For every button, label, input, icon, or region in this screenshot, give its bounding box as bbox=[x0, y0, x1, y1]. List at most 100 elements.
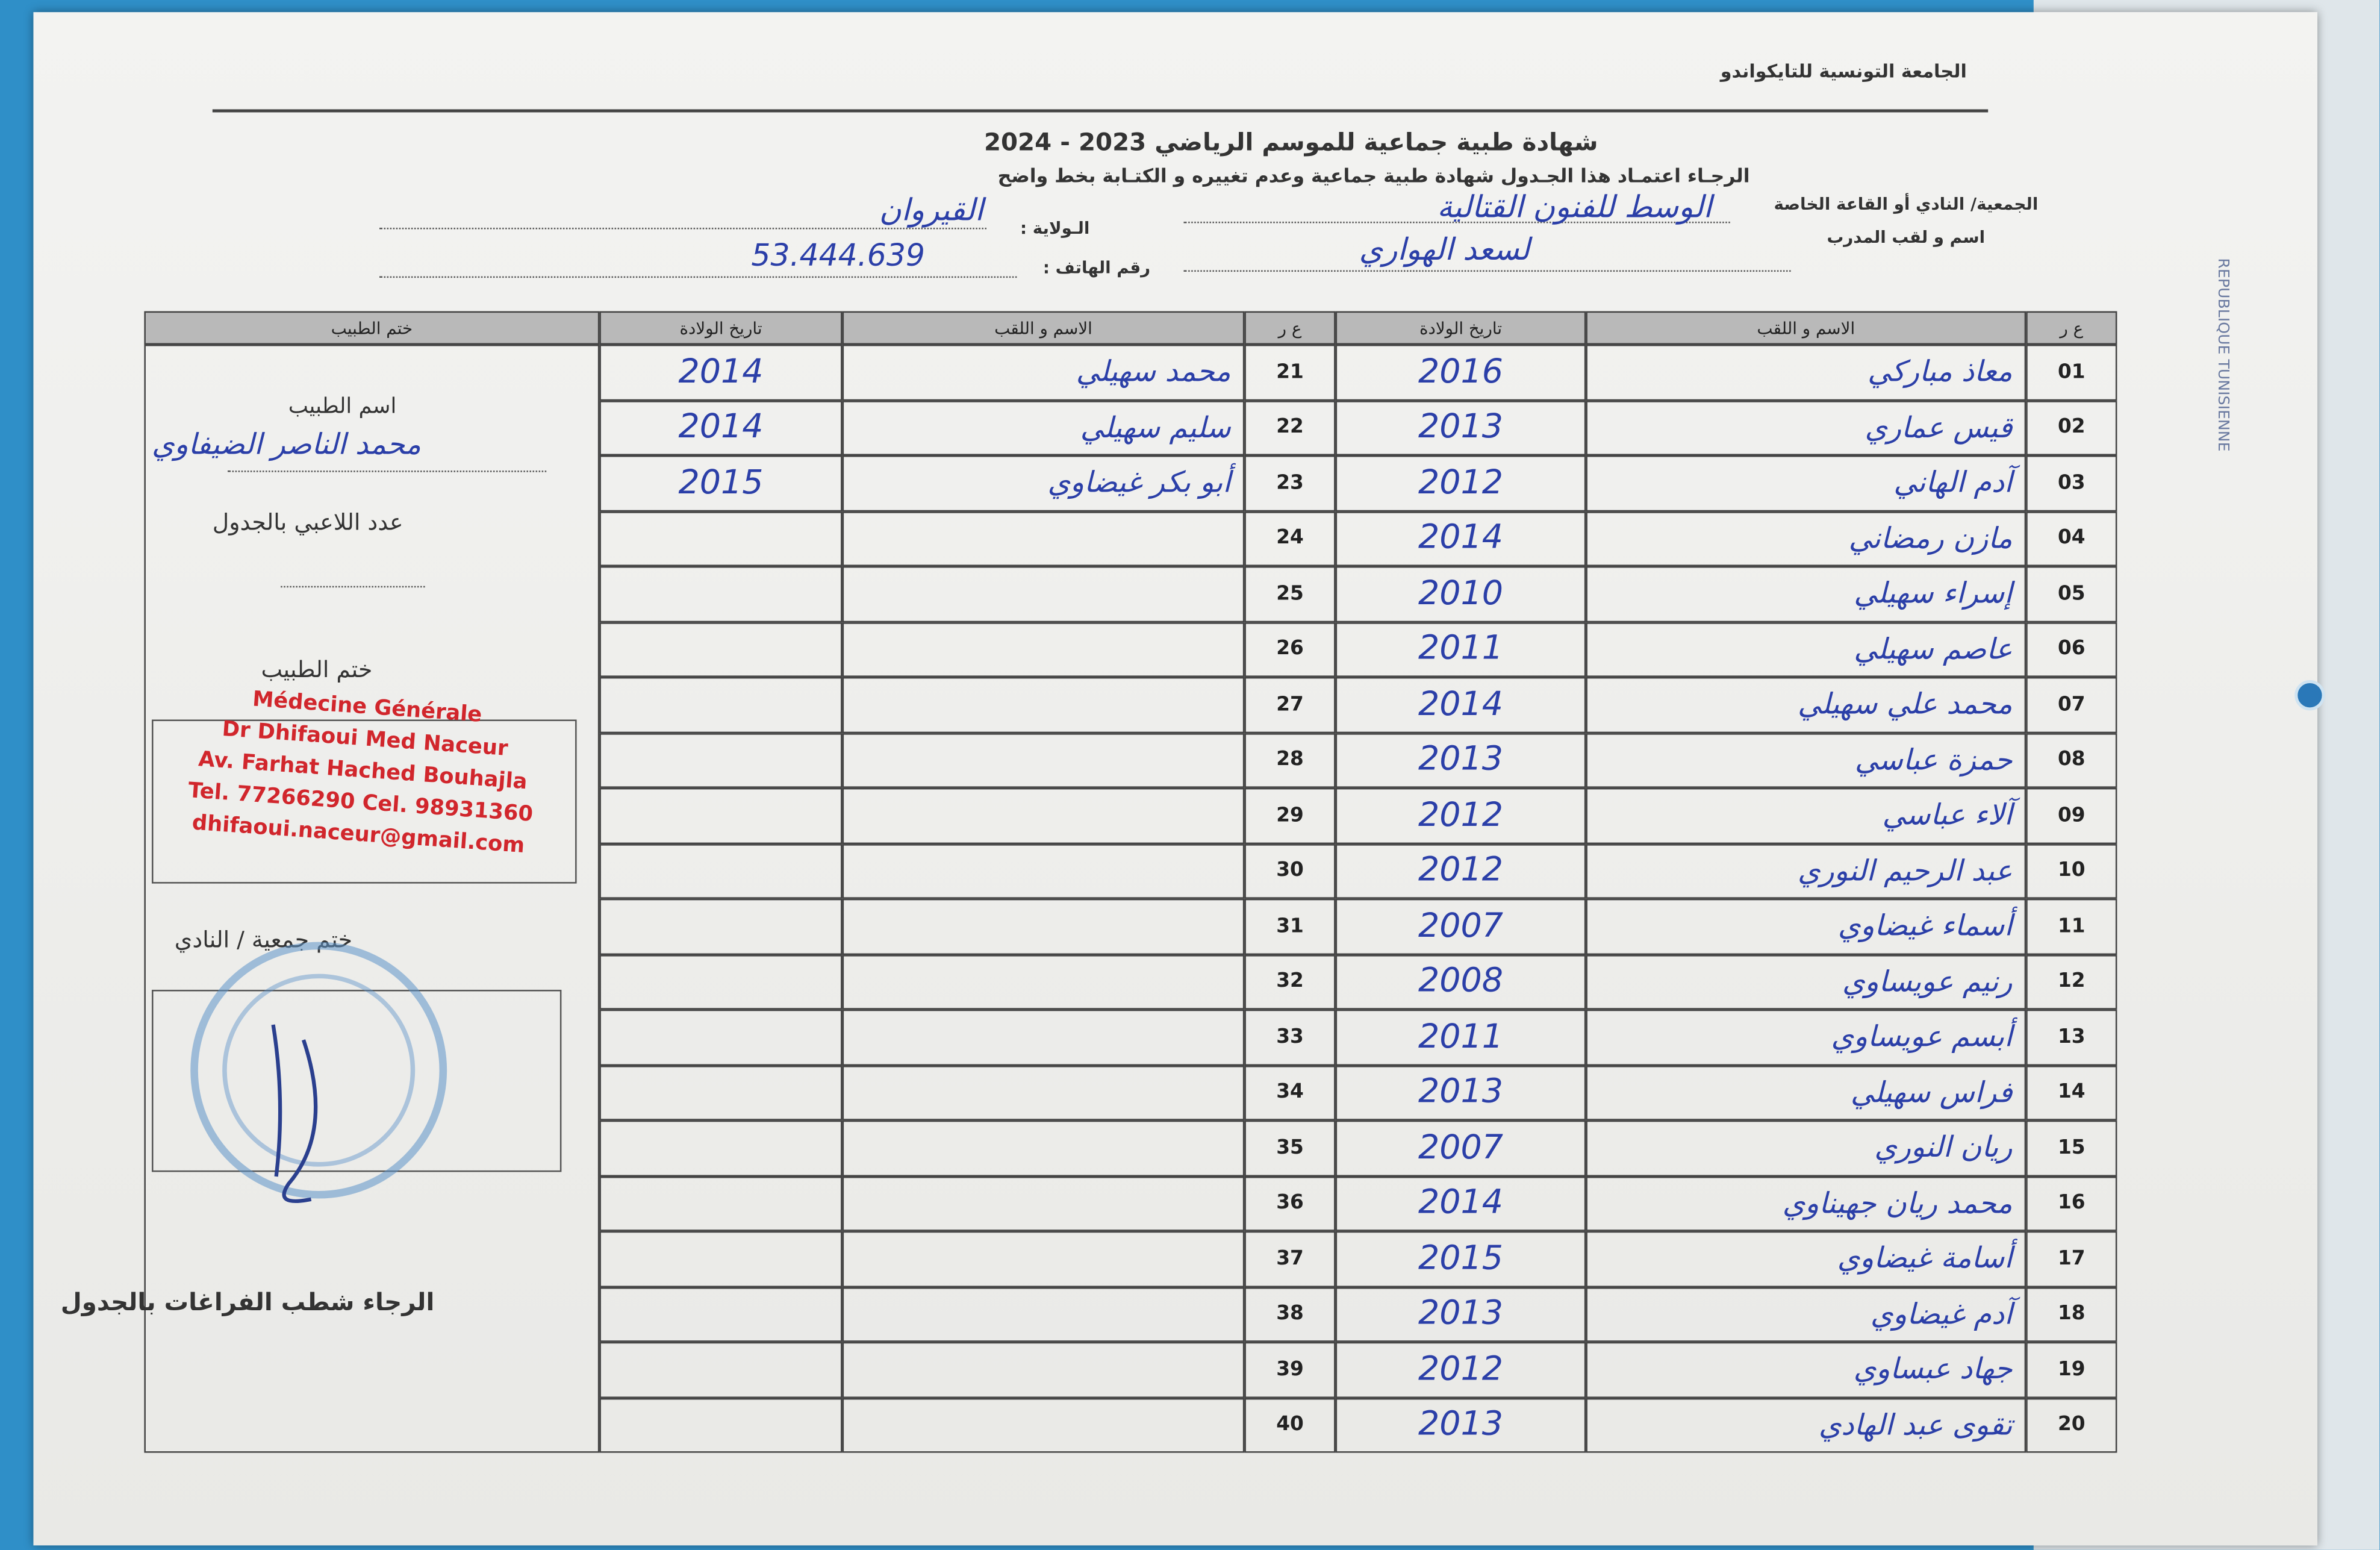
empty-cell bbox=[599, 566, 843, 622]
header-cell: الاسم و اللقب bbox=[1586, 311, 2026, 345]
empty-cell bbox=[842, 732, 1245, 788]
club-stamp-box bbox=[152, 990, 562, 1172]
doctor-column bbox=[144, 345, 600, 1453]
empty-cell bbox=[842, 677, 1245, 733]
field-label: رقم الهاتف : bbox=[1042, 258, 1151, 278]
birth-year: 2012 bbox=[1335, 1342, 1586, 1398]
empty-cell bbox=[842, 1342, 1245, 1398]
birth-year: 2014 bbox=[1335, 677, 1586, 733]
empty-cell bbox=[599, 1009, 843, 1065]
row-number: 27 bbox=[1244, 677, 1336, 733]
empty-cell bbox=[599, 954, 843, 1010]
player-name: عبد الرحيم النوري bbox=[1586, 843, 2026, 899]
birth-year: 2015 bbox=[599, 455, 843, 511]
field-value: القيروان bbox=[879, 191, 983, 228]
empty-cell bbox=[842, 1120, 1245, 1176]
empty-cell bbox=[599, 510, 843, 566]
signature bbox=[271, 1024, 318, 1203]
stamp-ring bbox=[222, 973, 416, 1167]
birth-year: 2012 bbox=[1335, 843, 1586, 899]
player-name: آدم غيضاوي bbox=[1586, 1286, 2026, 1342]
stamp-ring bbox=[190, 942, 447, 1199]
row-number: 05 bbox=[2026, 566, 2117, 622]
row-number: 15 bbox=[2026, 1120, 2117, 1176]
row-number: 34 bbox=[1244, 1064, 1336, 1120]
birth-year: 2013 bbox=[1335, 1397, 1586, 1453]
row-number: 08 bbox=[2026, 732, 2117, 788]
row-number: 28 bbox=[1244, 732, 1336, 788]
player-name: أبو بكر غيضاوي bbox=[842, 455, 1245, 511]
player-name: قيس عماري bbox=[1586, 400, 2026, 455]
header-rule bbox=[212, 109, 1989, 113]
player-name: أسماء غيضاوي bbox=[1586, 898, 2026, 954]
row-number: 17 bbox=[2026, 1231, 2117, 1287]
header-cell: ع ر bbox=[2026, 311, 2117, 345]
row-number: 38 bbox=[1244, 1286, 1336, 1342]
player-name: معاذ مباركي bbox=[1586, 345, 2026, 401]
birth-year: 2011 bbox=[1335, 621, 1586, 677]
empty-cell bbox=[599, 621, 843, 677]
player-name: أسامة غيضاوي bbox=[1586, 1231, 2026, 1287]
player-name: أبسم عويساوي bbox=[1586, 1009, 2026, 1065]
row-number: 20 bbox=[2026, 1397, 2117, 1453]
row-number: 22 bbox=[1244, 400, 1336, 455]
birth-year: 2012 bbox=[1335, 787, 1586, 843]
birth-year: 2014 bbox=[1335, 1175, 1586, 1231]
player-name: عاصم سهيلي bbox=[1586, 621, 2026, 677]
header-cell: تاريخ الولادة bbox=[1335, 311, 1586, 345]
row-number: 30 bbox=[1244, 843, 1336, 899]
row-number: 04 bbox=[2026, 510, 2117, 566]
empty-cell bbox=[599, 1342, 843, 1398]
birth-year: 2014 bbox=[599, 400, 843, 455]
row-number: 12 bbox=[2026, 954, 2117, 1010]
hole-mark bbox=[2294, 680, 2325, 711]
doctor-stamp: Médecine Générale Dr Dhifaoui Med Naceur A… bbox=[147, 678, 579, 866]
row-number: 10 bbox=[2026, 843, 2117, 899]
row-number: 09 bbox=[2026, 787, 2117, 843]
row-number: 23 bbox=[1244, 455, 1336, 511]
birth-year: 2010 bbox=[1335, 566, 1586, 622]
header-cell: الاسم و اللقب bbox=[842, 311, 1245, 345]
empty-cell bbox=[842, 621, 1245, 677]
player-name: محمد ريان جهيناوي bbox=[1586, 1175, 2026, 1231]
player-name: حمزة عباسي bbox=[1586, 732, 2026, 788]
player-name: جهاد عبساوي bbox=[1586, 1342, 2026, 1398]
title: شهادة طبية جماعية للموسم الرياضي 2023 - … bbox=[983, 127, 1598, 157]
row-number: 14 bbox=[2026, 1064, 2117, 1120]
header-cell: تاريخ الولادة bbox=[599, 311, 843, 345]
doctor-stamp-label: ختم الطبيب bbox=[261, 655, 373, 683]
birth-year: 2008 bbox=[1335, 954, 1586, 1010]
empty-cell bbox=[599, 843, 843, 899]
birth-year: 2015 bbox=[1335, 1231, 1586, 1287]
birth-year: 2012 bbox=[1335, 455, 1586, 511]
empty-cell bbox=[599, 787, 843, 843]
field-line bbox=[379, 276, 1017, 278]
row-number: 11 bbox=[2026, 898, 2117, 954]
empty-cell bbox=[599, 1231, 843, 1287]
birth-year: 2013 bbox=[1335, 400, 1586, 455]
header-cell: ع ر bbox=[1244, 311, 1336, 345]
empty-cell bbox=[599, 732, 843, 788]
empty-cell bbox=[599, 1397, 843, 1453]
birth-year: 2014 bbox=[1335, 510, 1586, 566]
player-name: آدم الهاني bbox=[1586, 455, 2026, 511]
row-number: 31 bbox=[1244, 898, 1336, 954]
field-line bbox=[379, 228, 986, 230]
row-number: 29 bbox=[1244, 787, 1336, 843]
empty-cell bbox=[599, 677, 843, 733]
player-name: آلاء عباسي bbox=[1586, 787, 2026, 843]
federation: الجامعة التونسية للتايكواندو bbox=[1720, 60, 1967, 83]
row-number: 37 bbox=[1244, 1231, 1336, 1287]
field-value: 53.444.639 bbox=[751, 237, 925, 273]
row-number: 03 bbox=[2026, 455, 2117, 511]
player-name: إسراء سهيلي bbox=[1586, 566, 2026, 622]
row-number: 06 bbox=[2026, 621, 2117, 677]
field-label: اسم و لقب المدرب bbox=[1827, 228, 1986, 248]
row-number: 02 bbox=[2026, 400, 2117, 455]
row-number: 07 bbox=[2026, 677, 2117, 733]
empty-cell bbox=[842, 898, 1245, 954]
row-number: 13 bbox=[2026, 1009, 2117, 1065]
empty-cell bbox=[842, 787, 1245, 843]
birth-year: 2013 bbox=[1335, 1064, 1586, 1120]
doctor-stamp-box bbox=[152, 719, 577, 884]
